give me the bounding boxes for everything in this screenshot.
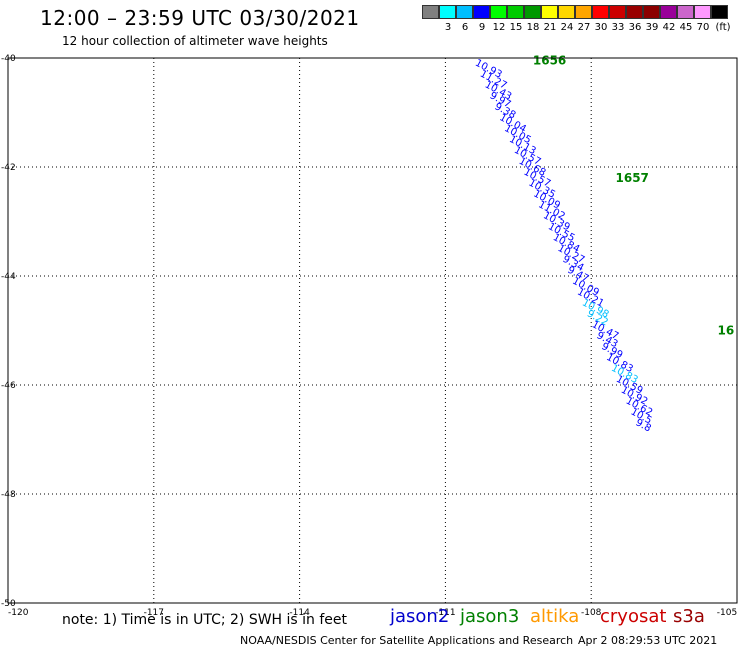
footer-note: note: 1) Time is in UTC; 2) SWH is in fe…	[62, 612, 348, 628]
legend-label: 18	[526, 22, 540, 33]
map-grid	[8, 58, 737, 603]
longitude-tick-label: -108	[581, 608, 602, 618]
legend-swatch	[711, 5, 728, 19]
map-subtitle: 12 hour collection of altimeter wave hei…	[62, 34, 328, 48]
longitude-tick-label: -114	[289, 608, 310, 618]
satellite-s3a: s3a	[673, 606, 705, 627]
legend-swatch	[507, 5, 524, 19]
pass-time-label: 1657	[616, 171, 649, 185]
legend-label: 42	[662, 22, 676, 33]
longitude-tick-label: -120	[8, 608, 29, 618]
legend-label: 27	[577, 22, 591, 33]
satellite-jason2: jason2	[390, 606, 450, 627]
legend-swatch	[609, 5, 626, 19]
legend-label: 39	[645, 22, 659, 33]
legend-swatch	[524, 5, 541, 19]
map-title: 12:00 – 23:59 UTC 03/30/2021	[40, 6, 360, 30]
credit-line: NOAA/NESDIS Center for Satellite Applica…	[240, 634, 574, 647]
longitude-tick-label: -105	[717, 608, 737, 618]
legend-label: 70	[696, 22, 710, 33]
map-frame	[7, 57, 738, 604]
legend-label: 6	[461, 22, 469, 33]
legend-swatch	[677, 5, 694, 19]
legend-swatch	[626, 5, 643, 19]
satellite-jason3: jason3	[460, 606, 520, 627]
generated-timestamp: Apr 2 08:29:53 UTC 2021	[578, 634, 718, 647]
legend-label: 3	[444, 22, 452, 33]
legend-swatch	[575, 5, 592, 19]
satellite-cryosat: cryosat	[600, 606, 667, 627]
legend-swatch	[490, 5, 507, 19]
legend-label: 45	[679, 22, 693, 33]
pass-time-label: 1656	[533, 54, 566, 68]
legend-label: 15	[509, 22, 523, 33]
legend-label: 9	[478, 22, 486, 33]
legend-swatch	[541, 5, 558, 19]
legend-swatch	[660, 5, 677, 19]
legend-swatch	[558, 5, 575, 19]
legend-swatch	[439, 5, 456, 19]
legend-swatch	[694, 5, 711, 19]
legend-swatch	[422, 5, 439, 19]
satellite-altika: altika	[530, 606, 580, 627]
map-tick-labels: -120 -117 -114 -111 -108 -105-40-42-44-46-48-…	[1, 54, 737, 618]
latitude-tick-label: -50	[1, 599, 16, 609]
legend-swatch	[456, 5, 473, 19]
legend-swatch	[592, 5, 609, 19]
legend-label: 30	[594, 22, 608, 33]
pass-labels: 1656 1657 16	[533, 54, 734, 338]
legend-swatch	[473, 5, 490, 19]
longitude-tick-label: -111	[435, 608, 455, 618]
legend-label: 33	[611, 22, 625, 33]
pass-time-label: 16	[718, 324, 735, 338]
wave-height-observations: 10.9311.2710.439.979.3810.0410.0510.1310…	[473, 58, 654, 435]
legend-label: 36	[628, 22, 642, 33]
legend-label: 21	[543, 22, 557, 33]
legend-label: 24	[560, 22, 574, 33]
legend-swatch	[643, 5, 660, 19]
longitude-tick-label: -117	[144, 608, 164, 618]
legend-label: 12	[492, 22, 506, 33]
legend-unit: (ft)	[715, 22, 731, 33]
